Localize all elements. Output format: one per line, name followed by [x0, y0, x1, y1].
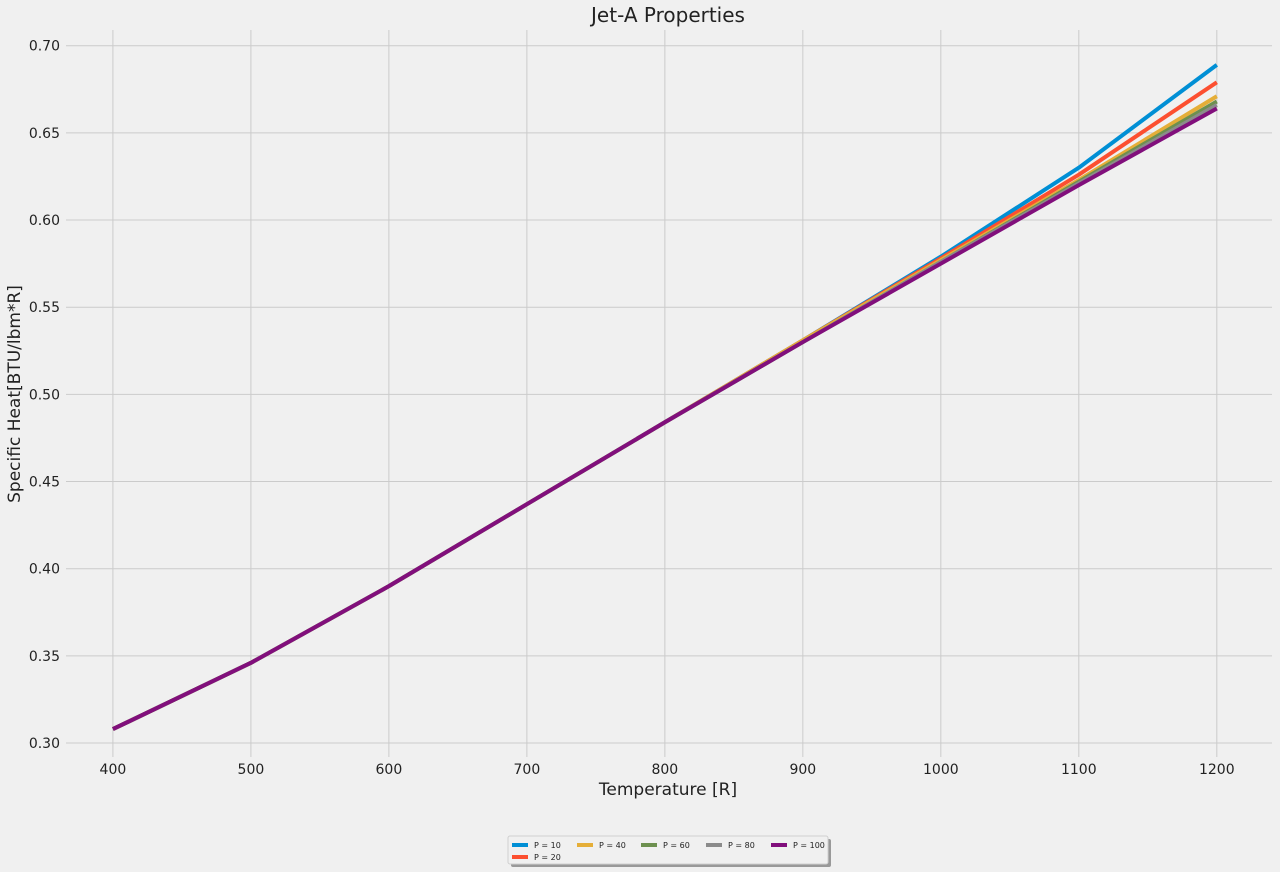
legend-label-6: P = 100 [793, 841, 825, 850]
x-tick-label: 900 [789, 762, 816, 778]
y-tick-label: 0.35 [29, 649, 60, 665]
chart-title: Jet-A Properties [589, 3, 745, 27]
legend-label-5: P = 80 [728, 841, 755, 850]
x-tick-label: 1200 [1199, 762, 1235, 778]
legend-label-1: P = 10 [534, 841, 561, 850]
y-axis-label: Specific Heat[BTU/lbm*R] [5, 285, 25, 503]
y-tick-label: 0.50 [29, 387, 60, 403]
x-tick-label: 800 [651, 762, 678, 778]
y-tick-label: 0.65 [29, 126, 60, 142]
y-tick-label: 0.70 [29, 39, 60, 55]
x-tick-label: 1000 [923, 762, 959, 778]
series-line-6 [112, 106, 1218, 731]
x-tick-label: 400 [100, 762, 127, 778]
legend-items: P = 10 P = 20 P = 40 P = 60 P = 80 P = 100 [512, 841, 825, 862]
x-tick-label: 700 [514, 762, 541, 778]
legend-label-2: P = 20 [534, 853, 561, 862]
grid [66, 30, 1272, 757]
x-axis-ticks: 400 500 600 700 800 900 1000 1100 1200 [100, 762, 1235, 778]
y-tick-label: 0.55 [29, 300, 60, 316]
legend-label-3: P = 40 [599, 841, 626, 850]
series-lines [112, 63, 1219, 731]
y-tick-label: 0.40 [29, 562, 60, 578]
legend: P = 10 P = 20 P = 40 P = 60 P = 80 P = 100 [507, 835, 831, 867]
y-tick-label: 0.30 [29, 736, 60, 752]
x-tick-label: 500 [238, 762, 265, 778]
x-tick-label: 600 [376, 762, 403, 778]
y-axis-ticks: 0.30 0.35 0.40 0.45 0.50 0.55 0.60 0.65 0.70 [29, 39, 60, 752]
x-axis-label: Temperature [R] [598, 780, 737, 800]
y-tick-label: 0.60 [29, 213, 60, 229]
legend-label-4: P = 60 [663, 841, 690, 850]
x-tick-label: 1100 [1061, 762, 1097, 778]
y-tick-label: 0.45 [29, 475, 60, 491]
